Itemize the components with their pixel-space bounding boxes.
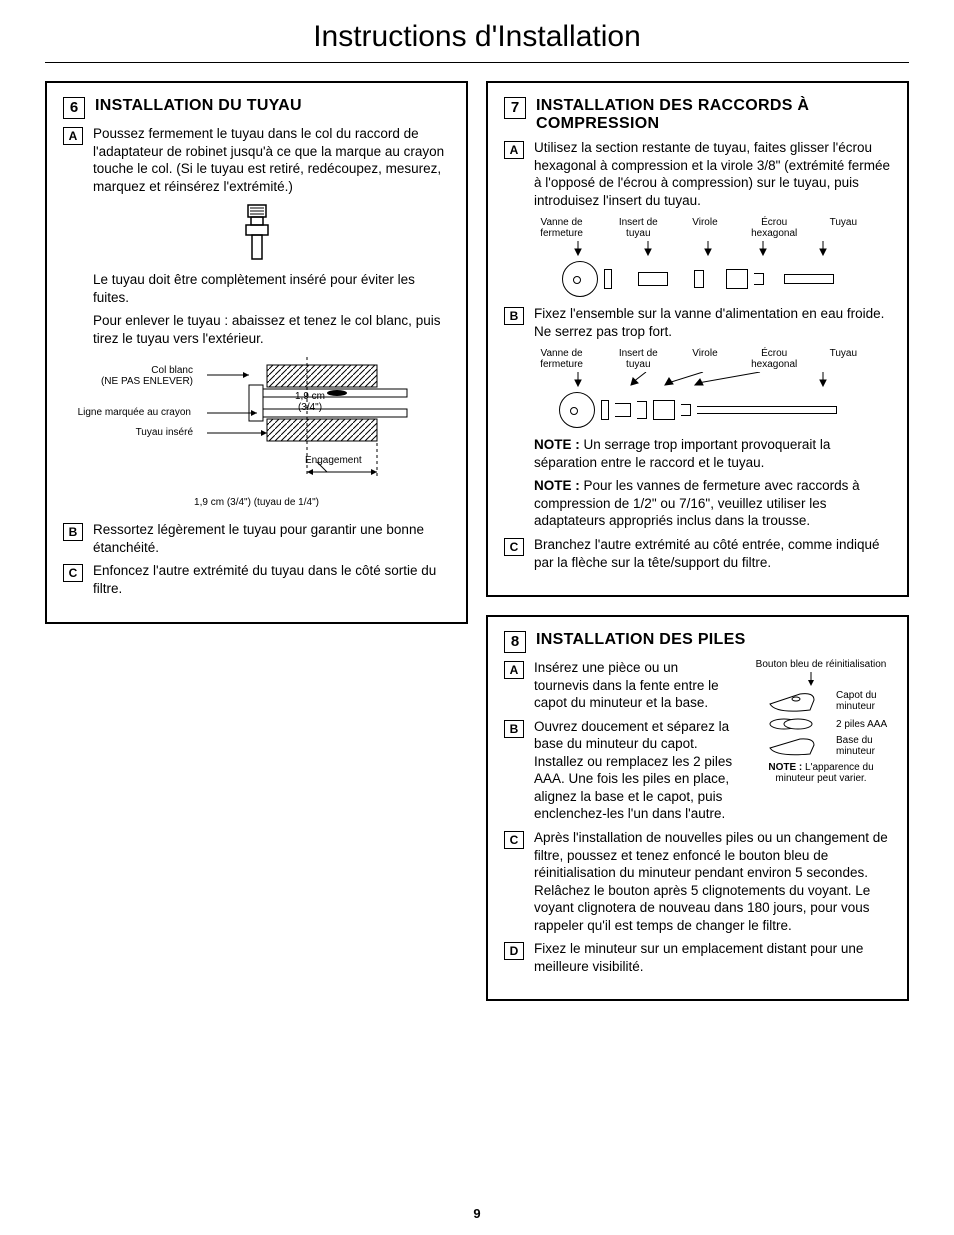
step-letter: D <box>504 942 524 960</box>
lbl-base: Base du minuteur <box>836 735 891 757</box>
fitting-diagram-icon <box>63 203 450 263</box>
lbl-19a: 1,9 cm <box>295 391 325 402</box>
valve-icon <box>562 261 598 297</box>
lbl-bottom: 1,9 cm (3/4") (tuyau de 1/4") <box>63 497 450 508</box>
lbl-btn-bleu: Bouton bleu de réinitialisation <box>751 659 891 670</box>
step-letter: B <box>504 720 524 738</box>
section-7-panel: 7 INSTALLATION DES RACCORDS À COMPRESSIO… <box>486 81 909 597</box>
note-7-1: NOTE : Un serrage trop important provoqu… <box>534 436 891 471</box>
cross-section-diagram: Col blanc (NE PAS ENLEVER) Ligne marquée… <box>63 357 450 517</box>
section-num-box: 6 <box>63 97 85 119</box>
lbl-col-blanc: Col blanc <box>151 365 193 376</box>
section-6-panel: 6 INSTALLATION DU TUYAU A Poussez fermem… <box>45 81 468 624</box>
section-7-title: INSTALLATION DES RACCORDS À COMPRESSION <box>536 97 891 133</box>
step-letter: C <box>63 564 83 582</box>
lbl-tuyau: Tuyau <box>826 217 861 239</box>
step-7b-text: Fixez l'ensemble sur la vanne d'alimenta… <box>534 305 891 340</box>
timer-diagram: Bouton bleu de réinitialisation Capot du… <box>751 659 891 784</box>
step-letter: B <box>504 307 524 325</box>
step-letter: A <box>504 141 524 159</box>
right-column: 7 INSTALLATION DES RACCORDS À COMPRESSIO… <box>486 81 909 1001</box>
lbl-piles: 2 piles AAA <box>836 719 891 730</box>
step-8c-text: Après l'installation de nouvelles piles … <box>534 829 891 934</box>
step-letter: A <box>63 127 83 145</box>
lbl-vanne: Vanne de fermeture <box>534 217 589 239</box>
content-columns: 6 INSTALLATION DU TUYAU A Poussez fermem… <box>0 63 954 1001</box>
step-8b-text: Ouvrez doucement et séparez la base du m… <box>534 718 743 823</box>
compression-diagram-a: Vanne de fermeture Insert de tuyau Virol… <box>504 217 891 297</box>
lbl-34: (3/4") <box>298 402 322 413</box>
step-7a-text: Utilisez la section restante de tuyau, f… <box>534 139 891 209</box>
lbl-ligne: Ligne marquée au crayon <box>63 407 191 418</box>
lbl-capot: Capot du minuteur <box>836 690 891 712</box>
page-title: Instructions d'Installation <box>45 0 909 63</box>
lbl-nepas: (NE PAS ENLEVER) <box>101 376 193 387</box>
section-6-title: INSTALLATION DU TUYAU <box>95 97 302 115</box>
lbl-tuyau: Tuyau <box>826 348 861 370</box>
left-column: 6 INSTALLATION DU TUYAU A Poussez fermem… <box>45 81 468 1001</box>
section-6-para1: Le tuyau doit être complètement inséré p… <box>93 271 450 306</box>
section-8-title: INSTALLATION DES PILES <box>536 631 746 649</box>
timer-note: NOTE : L'apparence du minuteur peut vari… <box>751 762 891 784</box>
step-letter: C <box>504 538 524 556</box>
lbl-ecrou: Écrou hexagonal <box>747 217 802 239</box>
section-num-box: 7 <box>504 97 526 119</box>
lbl-virole: Virole <box>687 217 722 239</box>
step-8a-text: Insérez une pièce ou un tournevis dans l… <box>534 659 734 712</box>
step-8d-text: Fixez le minuteur sur un emplacement dis… <box>534 940 891 975</box>
lbl-ecrou: Écrou hexagonal <box>747 348 802 370</box>
lbl-insert: Insert de tuyau <box>613 217 663 239</box>
step-7c-text: Branchez l'autre extrémité au côté entré… <box>534 536 891 571</box>
step-letter: A <box>504 661 524 679</box>
note-7-2: NOTE : Pour les vannes de fermeture avec… <box>534 477 891 530</box>
lbl-engagement: Engagement <box>305 455 362 466</box>
lbl-virole: Virole <box>687 348 722 370</box>
step-6b-text: Ressortez légèrement le tuyau pour garan… <box>93 521 450 556</box>
valve-icon <box>559 392 595 428</box>
step-6a-text: Poussez fermement le tuyau dans le col d… <box>93 125 450 195</box>
step-letter: C <box>504 831 524 849</box>
lbl-tuyau-insere: Tuyau inséré <box>103 427 193 438</box>
lbl-vanne: Vanne de fermeture <box>534 348 589 370</box>
step-letter: B <box>63 523 83 541</box>
section-6-para2: Pour enlever le tuyau : abaissez et tene… <box>93 312 450 347</box>
lbl-insert: Insert de tuyau <box>613 348 663 370</box>
section-8-panel: 8 INSTALLATION DES PILES Bouton bleu de … <box>486 615 909 1001</box>
compression-diagram-b: Vanne de fermeture Insert de tuyau Virol… <box>504 348 891 428</box>
step-6c-text: Enfoncez l'autre extrémité du tuyau dans… <box>93 562 450 597</box>
page-number: 9 <box>0 1206 954 1221</box>
section-num-box: 8 <box>504 631 526 653</box>
